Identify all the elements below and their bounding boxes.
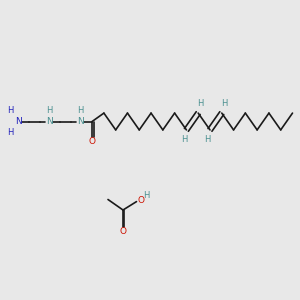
- Text: H: H: [221, 99, 227, 108]
- Text: N: N: [15, 117, 21, 126]
- Text: H: H: [204, 135, 211, 144]
- Text: O: O: [89, 136, 96, 146]
- Text: H: H: [7, 128, 14, 137]
- Text: H: H: [46, 106, 52, 115]
- Text: N: N: [46, 117, 52, 126]
- Text: H: H: [181, 135, 187, 144]
- Text: O: O: [137, 196, 144, 205]
- Text: H: H: [197, 99, 204, 108]
- Text: N: N: [77, 117, 84, 126]
- Text: H: H: [7, 106, 14, 115]
- Text: H: H: [77, 106, 84, 115]
- Text: H: H: [143, 190, 149, 200]
- Text: O: O: [119, 226, 127, 236]
